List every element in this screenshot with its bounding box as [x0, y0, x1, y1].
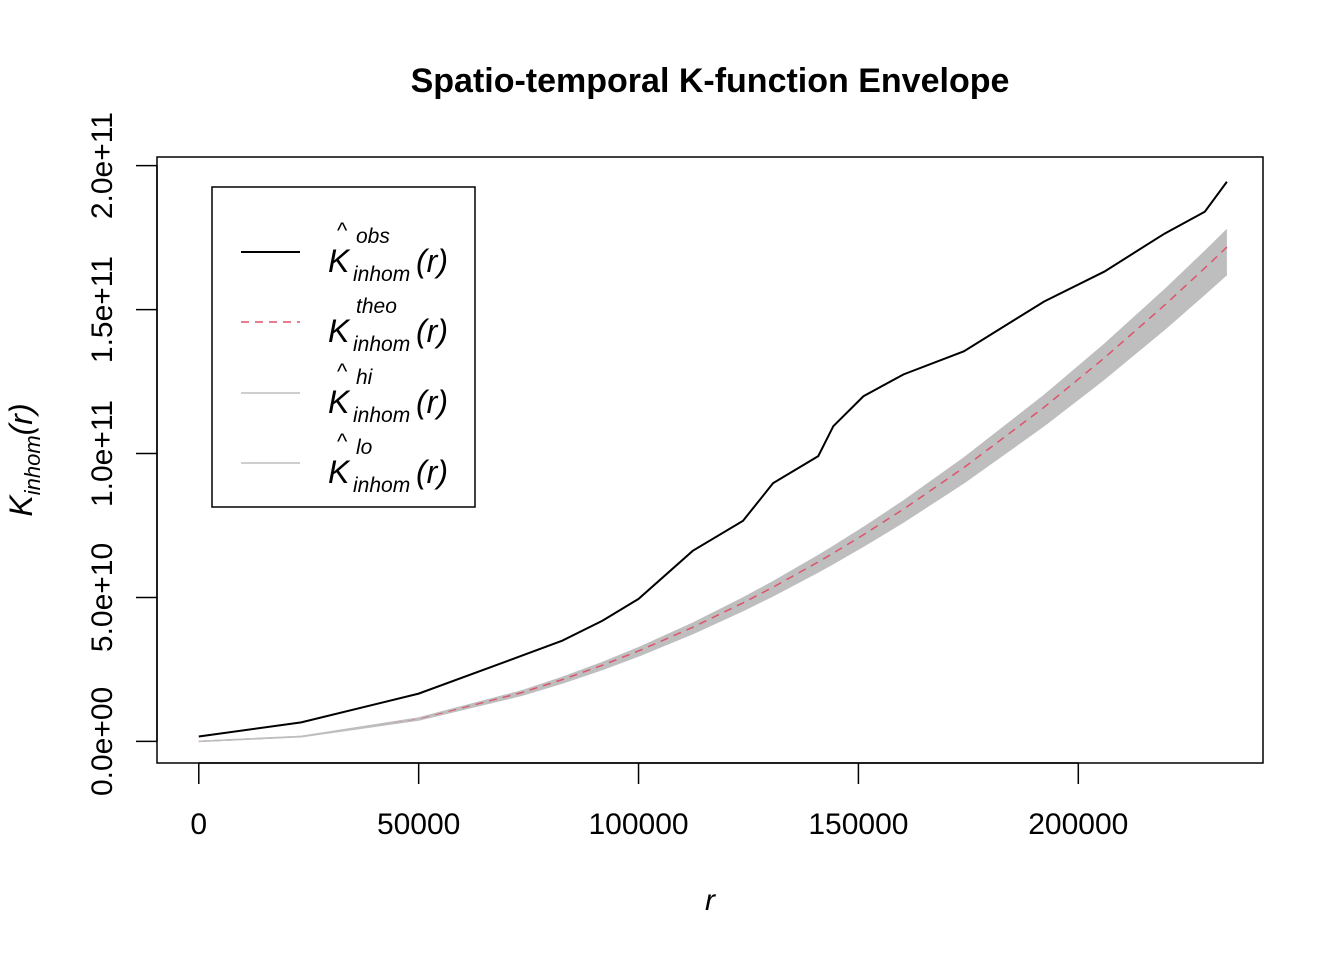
x-tick-label: 0 — [190, 808, 207, 841]
x-tick-label: 50000 — [377, 808, 460, 841]
legend-sub: inhom — [353, 404, 410, 427]
series-line-hi — [198, 229, 1228, 743]
legend-sub: inhom — [353, 333, 410, 356]
legend-base: K — [328, 454, 351, 490]
legend-hat: ^ — [337, 218, 348, 243]
series-line-lo — [198, 273, 1228, 743]
legend-sup: lo — [356, 436, 373, 459]
x-axis: 0 50000 100000 150000 200000 — [190, 762, 1128, 841]
legend-sub: inhom — [353, 474, 410, 497]
legend-sup: hi — [356, 366, 374, 389]
legend-arg: (r) — [416, 384, 448, 420]
x-tick-label: 100000 — [588, 808, 688, 841]
legend-base: K — [328, 313, 351, 349]
y-axis-label: Kinhom(r) — [3, 403, 45, 516]
legend-label-obs: K^ obs inhom (r) — [328, 218, 448, 286]
x-axis-label: r — [705, 884, 716, 917]
legend-arg: (r) — [416, 243, 448, 279]
legend-sup: obs — [356, 225, 390, 248]
y-tick-label: 1.5e+11 — [86, 256, 119, 363]
legend-sub: inhom — [353, 263, 410, 286]
y-tick-label: 1.0e+11 — [86, 400, 119, 507]
y-tick-label: 5.0e+10 — [86, 543, 119, 652]
legend-label-lo: K^ lo inhom (r) — [328, 429, 448, 497]
x-tick-label: 200000 — [1028, 808, 1128, 841]
svg-text:Kinhom(r): Kinhom(r) — [3, 403, 45, 516]
legend-hat: ^ — [337, 359, 348, 384]
y-tick-label: 0.0e+00 — [86, 687, 119, 796]
legend-sup: theo — [356, 295, 397, 318]
y-axis: 0.0e+00 5.0e+10 1.0e+11 1.5e+11 2.0e+11 — [86, 112, 158, 796]
legend-hat: ^ — [337, 429, 348, 454]
legend-label-hi: K^ hi inhom (r) — [328, 359, 448, 427]
legend-base: K — [328, 384, 351, 420]
legend-arg: (r) — [416, 454, 448, 490]
series-line-obs — [198, 181, 1228, 738]
x-tick-label: 150000 — [808, 808, 908, 841]
legend-base: K — [328, 243, 351, 279]
y-tick-label: 2.0e+11 — [86, 112, 119, 219]
chart-title: Spatio-temporal K-function Envelope — [411, 62, 1010, 100]
legend-arg: (r) — [416, 313, 448, 349]
